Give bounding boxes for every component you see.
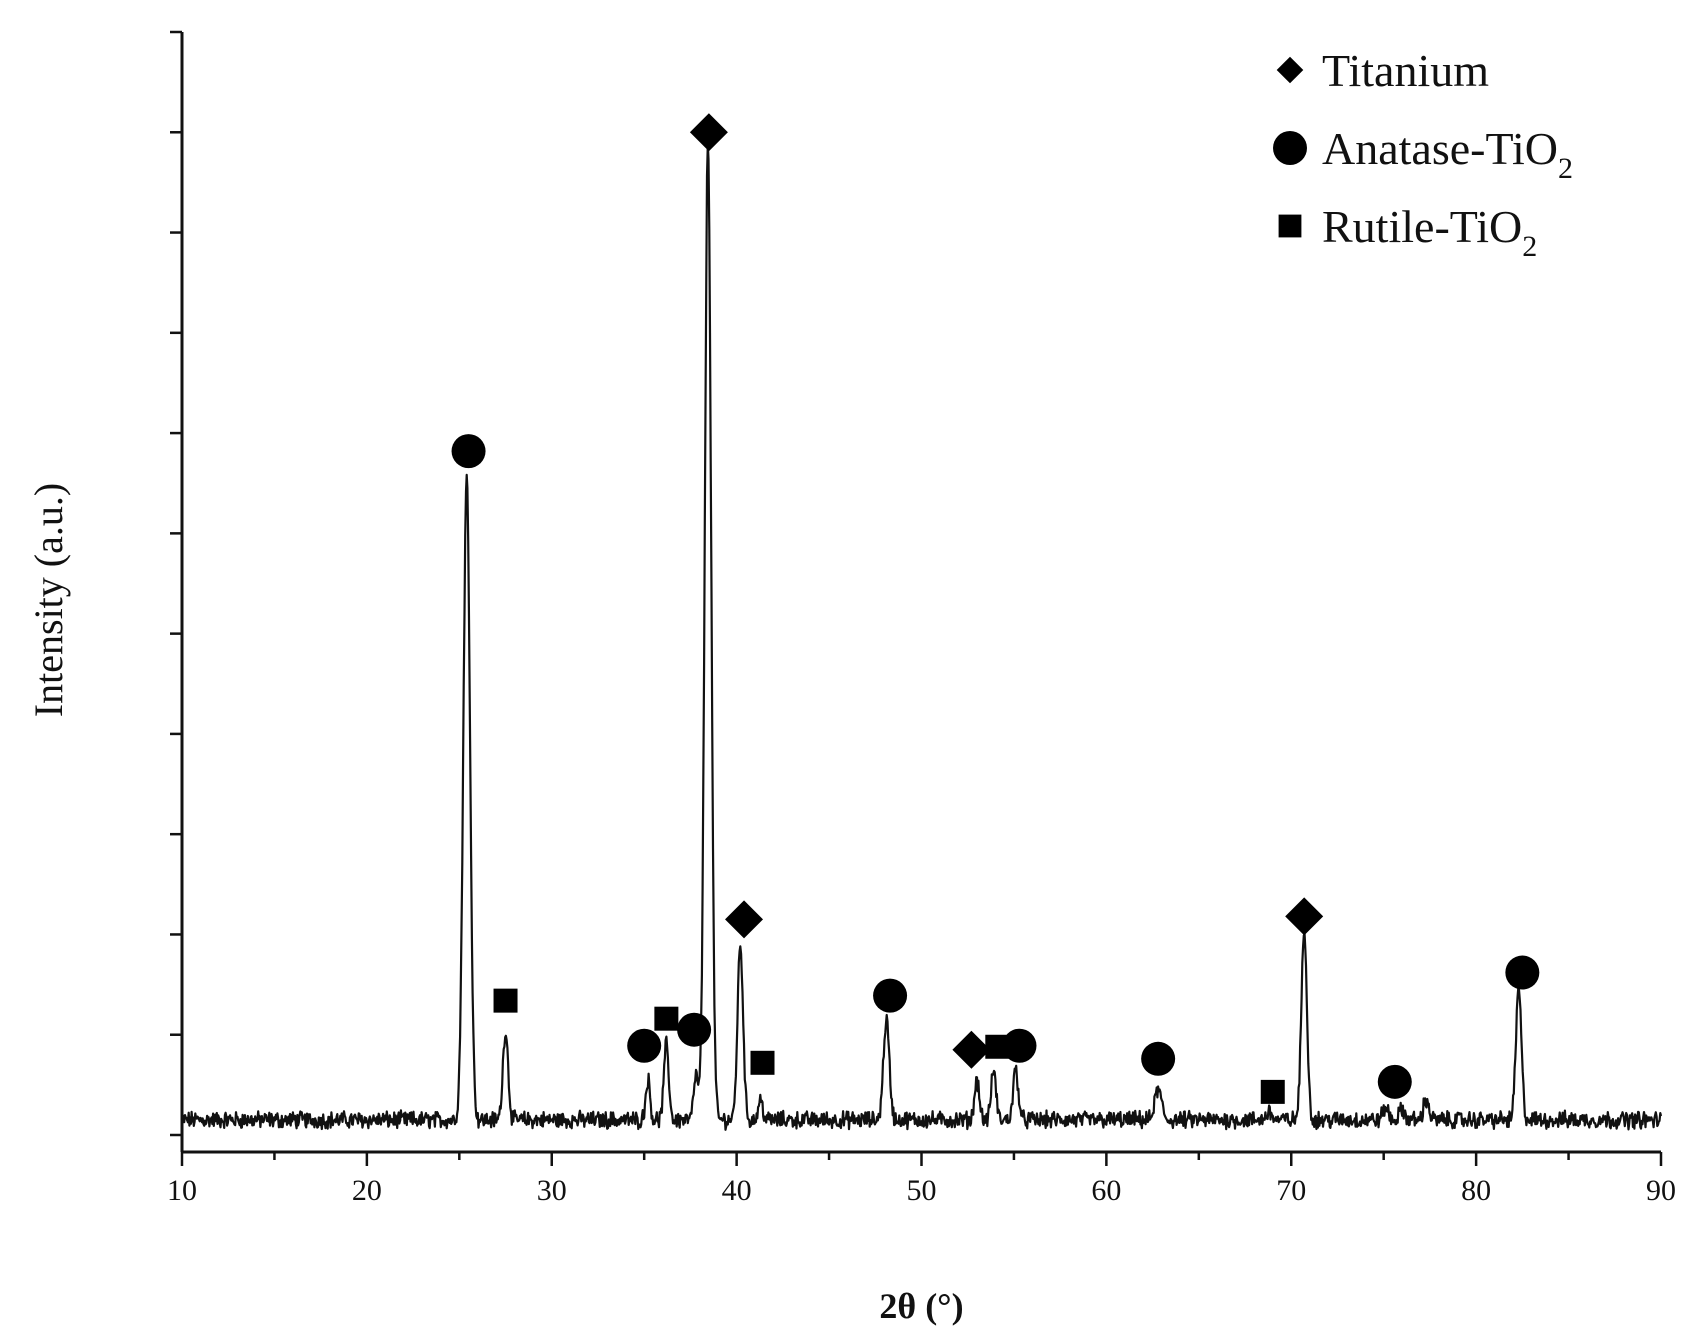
rutile-square-marker bbox=[1260, 1079, 1285, 1104]
legend: Titanium Anatase-TiO2 Rutile-TiO2 bbox=[1273, 45, 1573, 263]
x-tick-label: 70 bbox=[1276, 1174, 1306, 1207]
titanium-diamond-marker bbox=[725, 900, 764, 939]
x-tick-label: 10 bbox=[167, 1174, 197, 1207]
x-axis-title: 2θ (°) bbox=[879, 1286, 963, 1326]
rutile-square-marker bbox=[985, 1034, 1010, 1059]
y-axis-ticks bbox=[170, 30, 182, 1137]
rutile-square-marker bbox=[493, 988, 518, 1013]
x-tick-label: 40 bbox=[722, 1174, 752, 1207]
legend-diamond-icon bbox=[1276, 56, 1304, 84]
legend-circle-icon bbox=[1273, 131, 1307, 165]
legend-label: Rutile-TiO2 bbox=[1322, 201, 1537, 263]
x-axis-tick-labels: 10 20 30 40 50 60 70 80 90 bbox=[167, 1174, 1676, 1207]
legend-label: Anatase-TiO2 bbox=[1322, 123, 1573, 185]
rutile-square-marker bbox=[654, 1006, 679, 1031]
anatase-circle-marker bbox=[1002, 1028, 1037, 1063]
x-tick-label: 50 bbox=[907, 1174, 937, 1207]
anatase-circle-marker bbox=[627, 1028, 662, 1063]
x-tick-label: 80 bbox=[1461, 1174, 1491, 1207]
anatase-circle-marker bbox=[1377, 1064, 1412, 1099]
phase-markers bbox=[451, 113, 1540, 1104]
anatase-circle-marker bbox=[677, 1012, 712, 1047]
x-axis-ticks bbox=[180, 1152, 1663, 1166]
anatase-circle-marker bbox=[451, 434, 486, 469]
x-tick-label: 20 bbox=[352, 1174, 382, 1207]
titanium-diamond-marker bbox=[689, 113, 728, 152]
legend-label: Titanium bbox=[1322, 45, 1489, 96]
rutile-square-marker bbox=[750, 1050, 775, 1075]
x-tick-label: 90 bbox=[1646, 1174, 1676, 1207]
titanium-diamond-marker bbox=[1285, 897, 1324, 936]
xrd-pattern-line bbox=[180, 143, 1663, 1131]
anatase-circle-marker bbox=[1505, 955, 1540, 990]
x-tick-label: 30 bbox=[537, 1174, 567, 1207]
titanium-diamond-marker bbox=[952, 1030, 991, 1069]
anatase-circle-marker bbox=[1141, 1041, 1176, 1076]
legend-square-icon bbox=[1278, 214, 1302, 238]
y-axis-title: Intensity (a.u.) bbox=[26, 483, 71, 717]
anatase-circle-marker bbox=[873, 978, 908, 1013]
x-tick-label: 60 bbox=[1091, 1174, 1121, 1207]
